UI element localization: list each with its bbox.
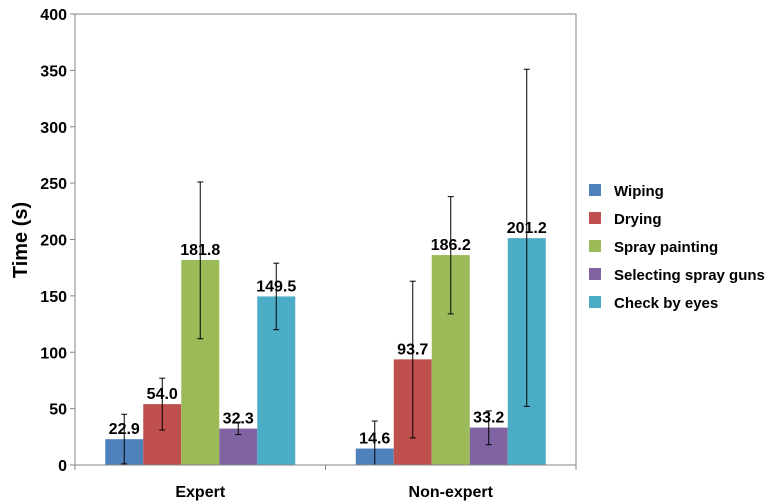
data-label: 149.5 xyxy=(256,278,296,295)
data-label: 201.2 xyxy=(507,220,547,237)
x-category-label: Expert xyxy=(175,484,225,501)
legend-swatch xyxy=(589,268,601,280)
legend: Wiping Drying Spray painting Selecting spra… xyxy=(589,183,765,312)
legend-label: Selecting spray guns xyxy=(614,267,765,284)
data-label: 93.7 xyxy=(397,341,428,358)
data-label: 181.8 xyxy=(180,242,220,259)
legend-label: Wiping xyxy=(614,183,664,200)
data-label: 32.3 xyxy=(223,411,254,428)
legend-label: Check by eyes xyxy=(614,295,718,312)
legend-swatch xyxy=(589,296,601,308)
y-tick-label: 300 xyxy=(40,120,67,137)
data-label: 33.2 xyxy=(473,410,504,427)
y-axis-ticks: 0 50 100 150 200 250 300 350 400 xyxy=(40,7,75,475)
legend-label: Spray painting xyxy=(614,239,718,256)
legend-swatch xyxy=(589,184,601,196)
y-tick-label: 50 xyxy=(49,402,67,419)
y-tick-label: 100 xyxy=(40,345,67,362)
y-tick-label: 0 xyxy=(58,458,67,475)
y-tick-label: 250 xyxy=(40,176,67,193)
legend-swatch xyxy=(589,240,601,252)
legend-label: Drying xyxy=(614,211,662,228)
data-label: 54.0 xyxy=(147,386,178,403)
y-tick-label: 150 xyxy=(40,289,67,306)
legend-swatch xyxy=(589,212,601,224)
y-axis-label: Time (s) xyxy=(10,202,32,278)
data-label: 22.9 xyxy=(109,421,140,438)
x-category-label: Non-expert xyxy=(409,484,494,501)
plot-area: 22.9 54.0 181.8 32.3 149.5 Expert 14.6 93.7 186.… xyxy=(74,13,577,501)
data-label: 186.2 xyxy=(431,237,471,254)
y-tick-label: 200 xyxy=(40,233,67,250)
y-tick-label: 350 xyxy=(40,63,67,80)
y-tick-label: 400 xyxy=(40,7,67,24)
data-label: 14.6 xyxy=(359,431,390,448)
